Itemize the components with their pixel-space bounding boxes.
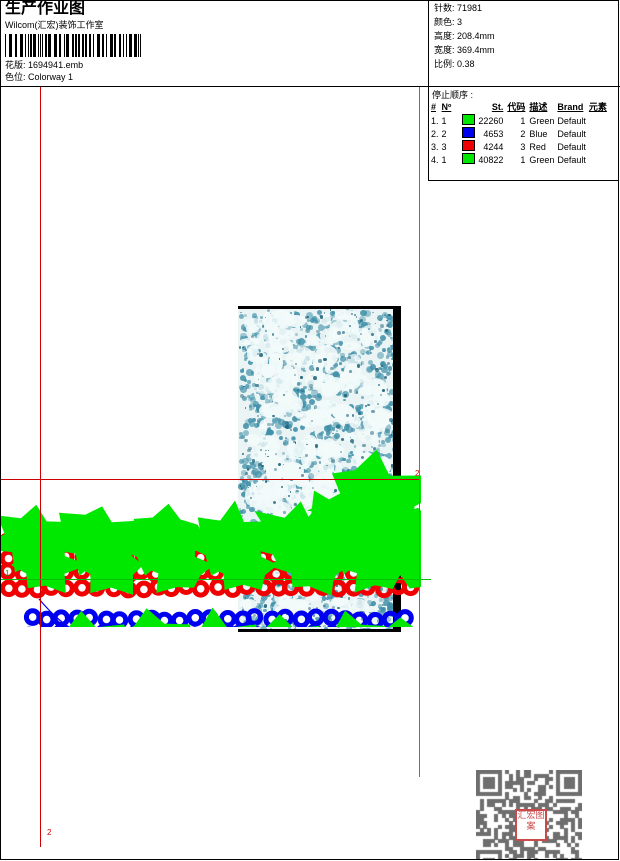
cell-code: 1: [520, 154, 526, 165]
design-file-row: 花版: 1694941.emb: [5, 60, 83, 71]
scale-label: 比例:: [434, 59, 455, 69]
cell-brand: Default: [557, 128, 586, 139]
cell-swatch: [454, 114, 478, 127]
cell-description: Green: [529, 115, 555, 126]
col-index: #: [431, 101, 437, 112]
cell-stitches: 4653: [483, 128, 504, 139]
height-row: 高度: 208.4mm: [434, 30, 495, 42]
color-swatch-icon: [462, 127, 476, 138]
scale-value: 0.38: [457, 59, 475, 69]
width-label: 宽度:: [434, 45, 455, 55]
table-header-row: # Nº St. 代码 描述 Brand 元素: [431, 100, 610, 114]
header-block: 生产作业图 Wilcom(汇宏)装饰工作室 花版: 1694941.emb 色位…: [0, 0, 620, 87]
design-info-panel: 针数: 71981 颜色: 3 高度: 208.4mm 宽度: 369.4mm …: [429, 0, 619, 87]
cell-number: 1: [441, 154, 447, 165]
cell-index: 3.: [431, 141, 439, 152]
color-swatch-icon: [462, 114, 476, 125]
height-value: 208.4mm: [457, 31, 495, 41]
guide-label-red-2-bottom: 2: [47, 828, 52, 837]
table-row: 1. 1 22260 1 Green Default: [431, 114, 610, 127]
col-code: 代码: [507, 102, 526, 112]
cell-number: 3: [441, 141, 447, 152]
stitches-value: 71981: [457, 3, 483, 13]
colorway-label: 色位:: [5, 72, 26, 82]
colors-label: 颜色:: [434, 17, 455, 27]
col-number: Nº: [441, 101, 452, 112]
barcode: [5, 34, 141, 57]
cell-number: 2: [441, 128, 447, 139]
col-element: 元素: [588, 102, 607, 112]
cell-brand: Default: [557, 154, 586, 165]
guide-label-green-1: 1: [5, 569, 10, 578]
cell-description: Blue: [529, 128, 548, 139]
design-canvas: 1 2 2 汇宏图案 6xiu.com: [1, 87, 618, 859]
stop-sequence-title: 停止顺序 :: [432, 90, 474, 100]
table-row: 3. 3 4244 3 Red Default: [431, 140, 610, 153]
colors-row: 颜色: 3: [434, 16, 462, 28]
cell-code: 3: [520, 141, 526, 152]
guide-line-vertical-green: [419, 87, 420, 777]
embroidery-svg: [1, 449, 468, 748]
cell-swatch: [454, 140, 478, 153]
colorway-row: 色位: Colorway 1: [5, 72, 73, 83]
design-file-label: 花版:: [5, 60, 26, 70]
cell-brand: Default: [557, 115, 586, 126]
colors-value: 3: [457, 17, 463, 27]
cell-swatch: [454, 153, 478, 166]
col-description: 描述: [529, 102, 548, 112]
stop-sequence-table: # Nº St. 代码 描述 Brand 元素 1. 1 22260 1 Green De…: [431, 100, 610, 166]
leaf-shape: [205, 538, 278, 590]
table-row: 2. 2 4653 2 Blue Default: [431, 127, 610, 140]
col-brand: Brand: [557, 101, 584, 112]
leaf-shape: [356, 499, 444, 565]
color-swatch-icon: [462, 153, 476, 164]
guide-line-vertical-red: [40, 87, 41, 847]
color-swatch-icon: [462, 140, 476, 151]
width-value: 369.4mm: [457, 45, 495, 55]
cell-index: 4.: [431, 154, 439, 165]
colorway-value: Colorway 1: [28, 72, 74, 82]
width-row: 宽度: 369.4mm: [434, 44, 495, 56]
guide-label-red-2: 2: [415, 469, 420, 478]
qr-code-block[interactable]: 汇宏图案 6xiu.com: [469, 765, 589, 859]
cell-description: Green: [529, 154, 555, 165]
cell-stitches: 40822: [478, 154, 504, 165]
cell-index: 1.: [431, 115, 439, 126]
embroidery-artwork: [1, 387, 468, 748]
col-stitches: St.: [491, 101, 504, 112]
page-title: 生产作业图: [5, 0, 86, 17]
cell-stitches: 22260: [478, 115, 504, 126]
design-file-value: 1694941.emb: [28, 60, 84, 70]
stitches-label: 针数:: [434, 3, 455, 13]
stitches-row: 针数: 71981: [434, 2, 482, 14]
studio-name: Wilcom(汇宏)装饰工作室: [5, 20, 104, 30]
cell-code: 1: [520, 115, 526, 126]
guide-line-horizontal-red: [1, 479, 419, 480]
guide-line-horizontal-green: [1, 579, 431, 580]
table-row: 4. 1 40822 1 Green Default: [431, 153, 610, 166]
stamp-icon: 汇宏图案: [515, 809, 547, 841]
cell-brand: Default: [557, 141, 586, 152]
scale-row: 比例: 0.38: [434, 58, 475, 70]
cell-description: Red: [529, 141, 546, 152]
header-divider: [428, 0, 429, 87]
cell-code: 2: [520, 128, 526, 139]
leaf-shape: [287, 525, 361, 582]
cell-stitches: 4244: [483, 141, 504, 152]
stop-sequence-panel: 停止顺序 : # Nº St. 代码 描述 Brand 元素 1. 1 22260 1…: [428, 87, 619, 181]
cell-number: 1: [441, 115, 447, 126]
leaf-shape: [188, 500, 282, 576]
height-label: 高度:: [434, 31, 455, 41]
cell-swatch: [454, 127, 478, 140]
cell-index: 2.: [431, 128, 439, 139]
